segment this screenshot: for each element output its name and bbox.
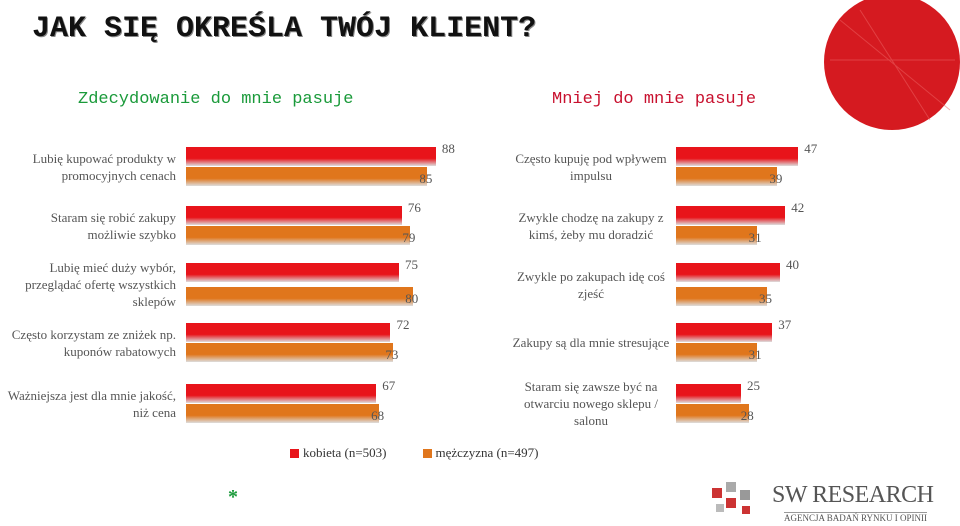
bar [676,323,773,342]
bar [676,226,757,245]
category-label: Staram się robić zakupy możliwie szybko [50,209,176,242]
value-label: 25 [747,378,760,393]
bar [676,147,799,166]
category-label: Staram się zawsze być na otwarciu nowego… [524,379,658,428]
bar [676,263,780,282]
value-label: 68 [371,408,385,423]
legend-item: mężczyzna (n=497) [422,445,539,461]
bar [186,263,399,282]
value-label: 80 [405,291,419,306]
bar [186,226,411,245]
bar [676,167,778,186]
legend-swatch [422,448,432,458]
value-label: 37 [778,317,792,332]
legend: kobieta (n=503) mężczyzna (n=497) [290,445,539,461]
value-label: 28 [740,408,754,423]
value-label: 72 [396,317,410,332]
value-label: 88 [441,141,455,156]
value-label: 85 [419,171,433,186]
bar [186,404,380,423]
bar [676,206,786,225]
value-label: 42 [791,200,805,215]
value-label: 31 [748,230,762,245]
bar [676,384,741,403]
bar [186,206,402,225]
category-label: Lubię kupować produkty w promocyjnych ce… [32,150,176,183]
value-label: 79 [402,230,416,245]
value-label: 76 [407,200,421,215]
chart-title: Zdecydowanie do mnie pasuje [78,90,354,109]
legend-swatch [290,448,299,458]
category-label: Zakupy są dla mnie stresujące [512,335,670,350]
bar [186,384,377,403]
footnote: * [228,486,238,508]
bar [676,287,767,306]
bar [186,323,391,342]
category-label: Często korzystam ze zniżek np. kuponów r… [11,326,176,359]
value-label: 31 [748,347,762,362]
bar [186,147,436,166]
value-label: 35 [759,291,772,306]
value-label: 40 [786,257,799,272]
value-label: 39 [769,171,783,186]
value-label: 73 [385,347,399,362]
category-label: Zwykle po zakupach idę coś zjeść [516,268,665,301]
value-label: 67 [382,378,396,393]
bar [676,343,757,362]
logo-icon [712,482,750,514]
page-title: JAK SIĘ OKREŚLA TWÓJ KLIENT? [32,12,537,46]
category-label: Lubię mieć duży wybór, przeglądać ofertę… [25,260,176,309]
bar [186,167,428,186]
chart-title: Mniej do mnie pasuje [552,90,757,109]
bar [676,404,749,423]
logo-tagline: AGENCJA BADAŃ RYNKU I OPINII [784,512,928,523]
legend-label: mężczyzna (n=497) [435,445,539,460]
value-label: 47 [804,141,818,156]
category-label: Zwykle chodzę na zakupy z kimś, żeby mu … [518,209,664,242]
legend-label: kobieta (n=503) [303,445,387,460]
bar [186,287,414,306]
decor-circle [824,0,960,130]
legend-item: kobieta (n=503) [290,445,387,461]
category-label: Często kupuję pod wpływem impulsu [515,150,667,183]
bar [186,343,394,362]
category-label: Ważniejsza jest dla mnie jakość, niż cen… [7,387,176,420]
logo-name: SW RESEARCH [772,482,934,508]
value-label: 75 [405,257,418,272]
